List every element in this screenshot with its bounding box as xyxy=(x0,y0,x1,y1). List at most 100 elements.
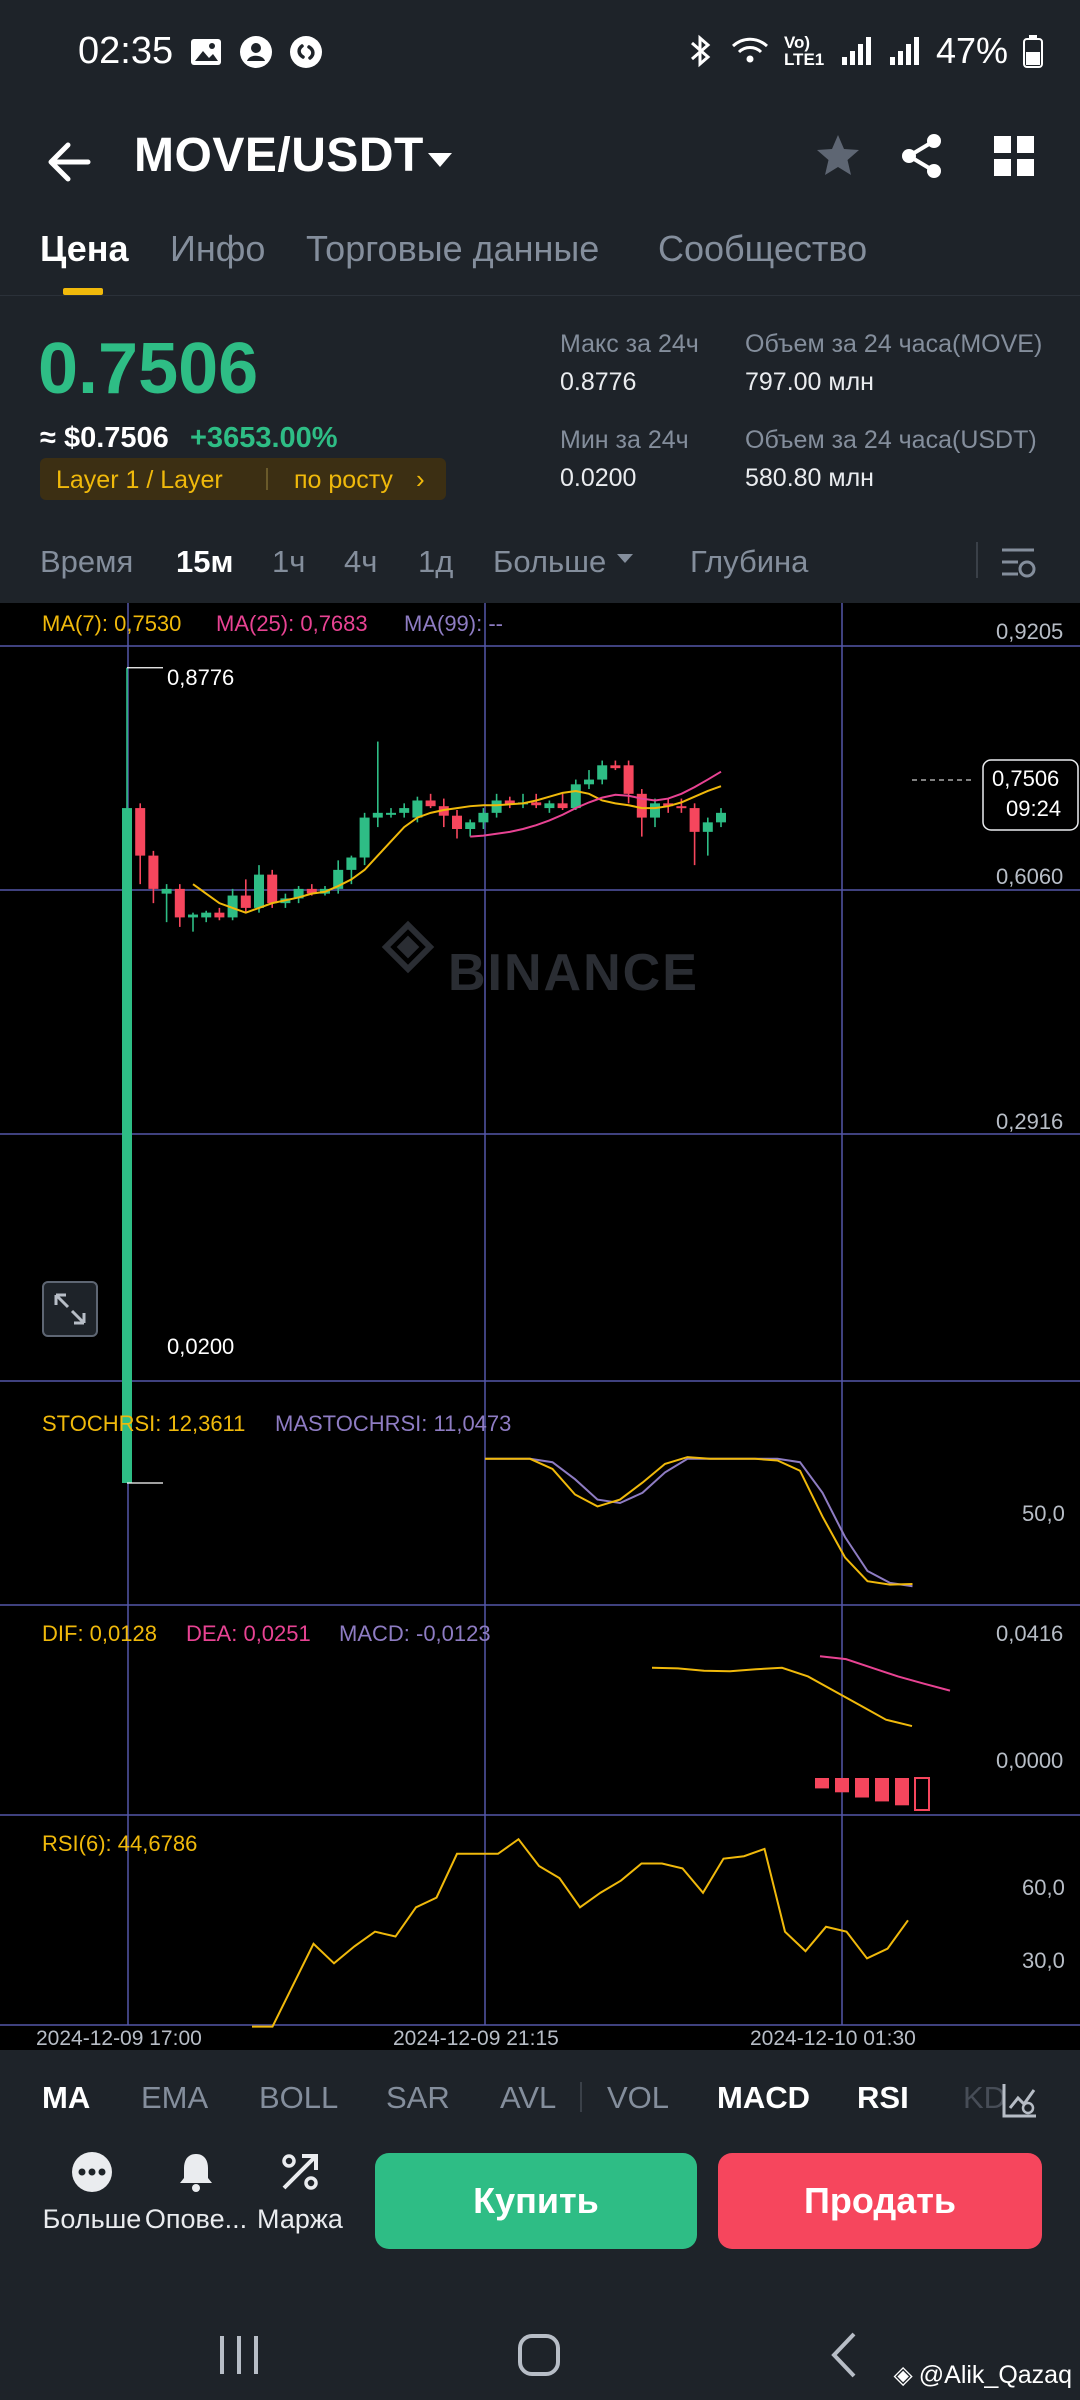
candle xyxy=(676,798,687,813)
low-value: 0.0200 xyxy=(560,464,637,492)
vol-base-value: 797.00 млн xyxy=(745,368,874,396)
timeframe-4h[interactable]: 4ч xyxy=(344,544,378,579)
candle xyxy=(148,850,159,904)
candle xyxy=(372,741,383,828)
ma99-legend: MA(99): -- xyxy=(404,611,503,636)
margin-button[interactable]: Маржа xyxy=(240,2150,360,2235)
candles-layer xyxy=(122,667,726,1484)
tab-community[interactable]: Сообщество xyxy=(658,228,868,269)
depth-tab[interactable]: Глубина xyxy=(690,544,809,579)
candle-body xyxy=(122,808,132,1483)
timeframe-more[interactable]: Больше xyxy=(493,544,638,580)
user-watermark: ◈ @Alik_Qazaq xyxy=(894,2360,1072,2390)
candle-body xyxy=(267,874,278,904)
high-value: 0.8776 xyxy=(560,368,637,396)
indicator-boll[interactable]: BOLL xyxy=(259,2080,339,2115)
share-button[interactable] xyxy=(896,130,948,182)
margin-icon xyxy=(278,2150,322,2194)
indicator-chart-icon xyxy=(1002,2084,1036,2118)
home-icon xyxy=(518,2334,560,2376)
indicator-vol[interactable]: VOL xyxy=(607,2080,670,2115)
indicator-settings-button[interactable] xyxy=(998,2078,1042,2122)
more-label: Больше xyxy=(42,2204,142,2234)
price-axis-mid: 0,6060 xyxy=(996,864,1064,889)
candle-body xyxy=(676,806,687,809)
fullscreen-button[interactable] xyxy=(42,1281,98,1337)
candle xyxy=(122,667,132,1483)
chart-canvas xyxy=(0,603,1080,2028)
home-button[interactable] xyxy=(514,2330,566,2382)
vol-quote-value: 580.80 млн xyxy=(745,464,874,492)
pair-selector-caret[interactable] xyxy=(420,140,460,180)
status-right: Vo) LTE1 47% xyxy=(686,30,1044,72)
candle xyxy=(293,886,304,904)
indicator-sar[interactable]: SAR xyxy=(386,2080,450,2115)
dif-legend: DIF: 0,0128 xyxy=(42,1621,157,1646)
indicator-rsi[interactable]: RSI xyxy=(857,2080,909,2115)
current-price-label: 0,7506 xyxy=(992,766,1060,791)
dea-legend: DEA: 0,0251 xyxy=(186,1621,311,1646)
favorite-button[interactable] xyxy=(812,130,864,182)
tab-info[interactable]: Инфо xyxy=(170,228,266,269)
candle-body xyxy=(636,793,647,818)
macd-legend: MACD: -0,0123 xyxy=(339,1621,491,1646)
layout-button[interactable] xyxy=(990,132,1038,180)
more-icon xyxy=(70,2150,114,2194)
candle-body xyxy=(478,812,489,823)
timeframe-1d[interactable]: 1д xyxy=(418,544,454,579)
candle xyxy=(650,798,660,828)
candle-body xyxy=(412,800,423,818)
candle xyxy=(570,779,581,810)
share-icon xyxy=(902,134,941,178)
timeframe-15m[interactable]: 15м xyxy=(176,544,234,579)
back-button[interactable] xyxy=(40,132,100,192)
rsi-axis-30: 30,0 xyxy=(1022,1948,1065,1973)
nav-back-button[interactable] xyxy=(820,2330,870,2380)
low-marker-label: 0,0200 xyxy=(167,1334,235,1359)
price-chart[interactable]: MA(7): 0,7530 MA(25): 0,7683 MA(99): -- … xyxy=(0,603,1080,2050)
indicator-ma[interactable]: MA xyxy=(42,2080,91,2115)
candle-body xyxy=(333,869,344,889)
candle xyxy=(702,817,713,856)
indicator-kd[interactable]: KD xyxy=(963,2080,1005,2115)
timeframe-1h[interactable]: 1ч xyxy=(272,544,306,579)
candle-body xyxy=(570,784,581,809)
chart-settings-button[interactable] xyxy=(998,542,1038,582)
mastochrsi-line xyxy=(485,1457,913,1588)
sell-button[interactable]: Продать xyxy=(718,2153,1042,2249)
candle-body xyxy=(597,765,608,780)
star-icon xyxy=(817,135,859,175)
user-watermark-text: @Alik_Qazaq xyxy=(918,2361,1072,2389)
high-label: Макс за 24ч xyxy=(560,330,699,358)
candle-body xyxy=(399,808,410,813)
battery-percent: 47% xyxy=(935,30,1008,71)
macd-axis-zero: 0,0000 xyxy=(996,1748,1064,1773)
time-label-2: 2024-12-09 21:15 xyxy=(393,2027,559,2050)
timeframe-time[interactable]: Время xyxy=(40,544,134,579)
category-tag[interactable]: Layer 1 / Layer по росту › xyxy=(40,458,446,500)
pair-title[interactable]: MOVE/USDT xyxy=(134,129,424,182)
indicator-macd[interactable]: MACD xyxy=(717,2080,810,2115)
ma7-legend: MA(7): 0,7530 xyxy=(42,611,182,636)
candle xyxy=(478,808,489,829)
tab-price[interactable]: Цена xyxy=(40,228,129,269)
macd-histogram-bar xyxy=(815,1778,829,1789)
candle-body xyxy=(135,808,146,856)
indicator-avl[interactable]: AVL xyxy=(500,2080,557,2115)
time-label-3: 2024-12-10 01:30 xyxy=(750,2027,916,2050)
candle-body xyxy=(557,803,568,809)
candle-body xyxy=(425,800,436,807)
buy-button[interactable]: Купить xyxy=(375,2153,697,2249)
more-button[interactable]: Больше xyxy=(32,2150,152,2235)
macd-histogram-bar xyxy=(914,1777,930,1811)
candle-body xyxy=(716,812,726,823)
alerts-button[interactable]: Опове... xyxy=(136,2150,256,2235)
indicator-ema[interactable]: EMA xyxy=(141,2080,209,2115)
candle xyxy=(227,888,238,921)
bell-icon xyxy=(174,2150,218,2194)
price-axis-top: 0,9205 xyxy=(996,619,1064,644)
tab-trading-data[interactable]: Торговые данные xyxy=(306,228,600,269)
tag-ranking: по росту xyxy=(294,466,393,494)
candle xyxy=(504,796,515,809)
recent-apps-button[interactable] xyxy=(210,2330,270,2380)
